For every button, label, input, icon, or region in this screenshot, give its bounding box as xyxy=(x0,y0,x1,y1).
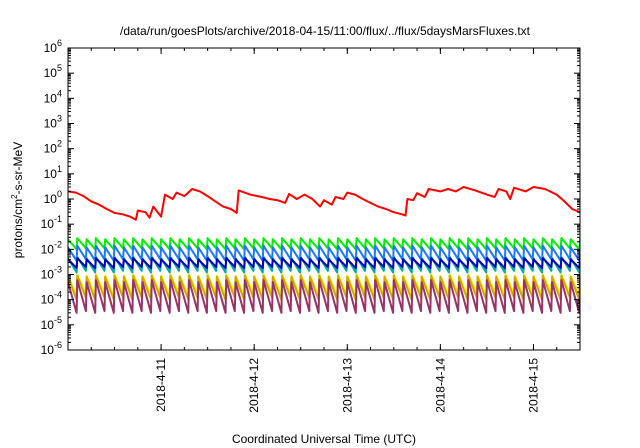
series-line-1 xyxy=(68,186,580,221)
y-tick-label: 104 xyxy=(44,88,62,105)
y-tick-label: 106 xyxy=(44,38,62,55)
svg-text:protons/cm2-s-sr-MeV: protons/cm2-s-sr-MeV xyxy=(10,142,25,258)
series-line-5 xyxy=(68,257,580,270)
x-tick-label: 2018-4-11 xyxy=(154,358,168,412)
x-tick-label: 2018-4-15 xyxy=(526,358,540,413)
y-tick-label: 10-5 xyxy=(41,315,62,332)
x-tick-label: 2018-4-14 xyxy=(433,358,447,413)
series-line-7 xyxy=(68,274,580,301)
axis-layer: 10-6 10-5 10-4 10-3 10-2 10-1 100 101 102 103 104 1… xyxy=(41,38,581,413)
y-tick-label: 100 xyxy=(44,189,62,206)
x-tick-label: 2018-4-13 xyxy=(340,358,354,413)
plot-frame xyxy=(67,47,581,351)
series-line-3 xyxy=(68,244,580,262)
y-axis-label-main: protons/cm xyxy=(11,199,25,258)
y-axis-label: protons/cm2-s-sr-MeV xyxy=(10,142,25,258)
series-line-8 xyxy=(68,279,580,314)
y-tick-label: 105 xyxy=(44,63,62,80)
y-tick-label: 10-4 xyxy=(41,290,62,307)
x-axis-label: Coordinated Universal Time (UTC) xyxy=(232,432,416,446)
y-tick-label: 10-6 xyxy=(41,340,62,357)
y-tick-label: 10-3 xyxy=(41,265,62,282)
y-tick-label: 101 xyxy=(44,164,62,181)
chart-title: /data/run/goesPlots/archive/2018-04-15/1… xyxy=(120,24,531,38)
y-axis-label-unit: -s-sr-MeV xyxy=(11,142,25,195)
y-tick-label: 102 xyxy=(44,139,62,156)
series-line-2 xyxy=(68,237,580,251)
y-tick-label: 10-1 xyxy=(41,214,62,231)
y-axis-label-exponent: 2 xyxy=(10,194,19,199)
x-tick-label: 2018-4-12 xyxy=(247,358,261,413)
series-layer xyxy=(68,186,580,314)
y-tick-label: 10-2 xyxy=(41,239,62,256)
y-tick-label: 103 xyxy=(44,114,62,131)
